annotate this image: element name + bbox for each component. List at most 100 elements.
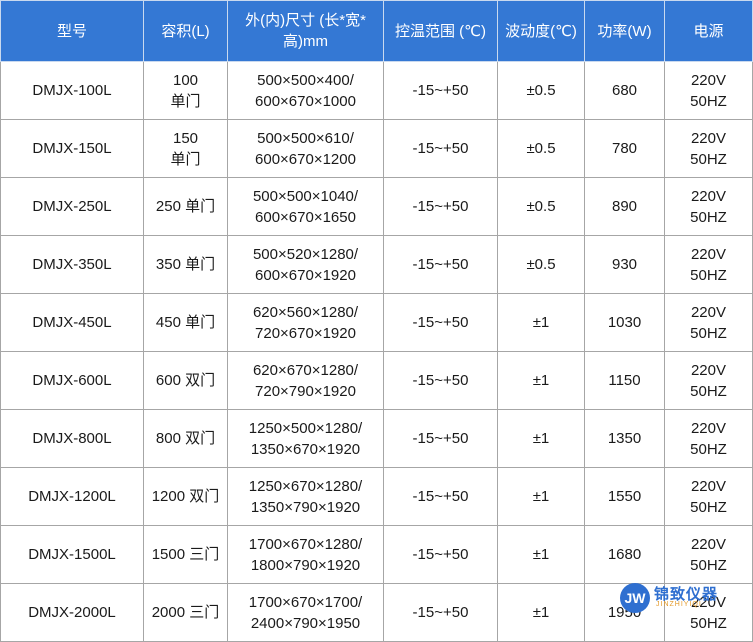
table-cell: 1200 双门 (143, 467, 228, 526)
cell-line: 1350×790×1920 (250, 498, 361, 516)
table-cell: 620×560×1280/720×670×1920 (227, 293, 384, 352)
table-cell: 1700×670×1280/1800×790×1920 (227, 525, 384, 584)
table-cell: 250 单门 (143, 177, 228, 236)
cell-line: 50HZ (690, 614, 727, 632)
table-row: DMJX-100L 100 单门 500×500×400/600×670×1000 -1… (0, 61, 753, 120)
cell-line: 50HZ (690, 150, 727, 168)
cell-line: 单门 (170, 150, 201, 168)
table-cell: DMJX-450L (0, 293, 144, 352)
cell-line: 500×500×1040/ (252, 187, 359, 205)
table-cell: 800 双门 (143, 409, 228, 468)
table-cell: 2000 三门 (143, 583, 228, 642)
cell-line: 1700×670×1700/ (248, 593, 363, 611)
table-cell: ±1 (497, 409, 585, 468)
table-cell: 450 单门 (143, 293, 228, 352)
table-cell: 600 双门 (143, 351, 228, 410)
table-cell: DMJX-250L (0, 177, 144, 236)
cell-line: 1800×790×1920 (250, 556, 361, 574)
table-row: DMJX-350L 350 单门 500×520×1280/600×670×1920… (0, 235, 753, 294)
cell-line: 600×670×1200 (255, 150, 356, 168)
watermark-pinyin: JINZHIYIQI (656, 601, 702, 608)
table-cell: ±0.5 (497, 119, 585, 178)
table-cell: DMJX-1200L (0, 467, 144, 526)
cell-line: 720×670×1920 (255, 324, 356, 342)
logo: JW (620, 583, 650, 613)
cell-line: 1250×500×1280/ (248, 419, 363, 437)
table-cell: ±0.5 (497, 177, 585, 236)
cell-line: 2000 三门 (151, 604, 220, 621)
table-cell: ±1 (497, 467, 585, 526)
table-cell: DMJX-350L (0, 235, 144, 294)
cell-line: 600×670×1650 (255, 208, 356, 226)
cell-line: 50HZ (690, 92, 727, 110)
table-cell: 1500 三门 (143, 525, 228, 584)
table-cell: 780 (584, 119, 665, 178)
table-cell: ±1 (497, 525, 585, 584)
table-cell: ±0.5 (497, 61, 585, 120)
table-cell: 500×500×400/600×670×1000 (227, 61, 384, 120)
table-cell: 220V 50HZ (664, 293, 753, 352)
table-cell: 220V 50HZ (664, 177, 753, 236)
cell-line: 50HZ (690, 498, 727, 516)
header-row: 型号 容积(L) 外(内)尺寸 (长*宽*高)mm 控温范围 (℃) 波动度(℃) 功率(… (0, 0, 753, 62)
table-cell: 500×520×1280/600×670×1920 (227, 235, 384, 294)
watermark-name: 锦致仪器 (654, 586, 719, 603)
cell-line: 50HZ (690, 208, 727, 226)
table-cell: 1680 (584, 525, 665, 584)
table-cell: 500×500×610/600×670×1200 (227, 119, 384, 178)
cell-line: 220V (690, 419, 727, 437)
watermark: JW 锦致仪器 JINZHIYIQI (620, 583, 740, 613)
cell-line: 620×560×1280/ (252, 303, 359, 321)
cell-line: 50HZ (690, 556, 727, 574)
cell-line: 500×520×1280/ (252, 245, 359, 263)
cell-line: 220V (690, 361, 727, 379)
table-cell: -15~+50 (383, 467, 498, 526)
table-cell: 220V 50HZ (664, 235, 753, 294)
cell-line: 350 单门 (155, 256, 216, 273)
table-row: DMJX-1200L 1200 双门 1250×670×1280/1350×790×… (0, 467, 753, 526)
header-cell: 外(内)尺寸 (长*宽*高)mm (227, 0, 384, 62)
table-cell: DMJX-2000L (0, 583, 144, 642)
table-cell: 220V 50HZ (664, 351, 753, 410)
cell-line: 220V (690, 71, 727, 89)
header-cell: 型号 (0, 0, 144, 62)
table-cell: 1250×670×1280/1350×790×1920 (227, 467, 384, 526)
cell-line: 150 (172, 129, 199, 147)
cell-line: 620×670×1280/ (252, 361, 359, 379)
cell-line: 100 (172, 71, 199, 89)
table-cell: 1350 (584, 409, 665, 468)
table-row: DMJX-800L 800 双门 1250×500×1280/1350×670×19… (0, 409, 753, 468)
table-row: DMJX-1500L 1500 三门 1700×670×1280/1800×790×… (0, 525, 753, 584)
table-cell: 220V 50HZ (664, 583, 753, 642)
cell-line: 1250×670×1280/ (248, 477, 363, 495)
table-cell: -15~+50 (383, 61, 498, 120)
cell-line: 450 单门 (155, 314, 216, 331)
table-cell: 1700×670×1700/2400×790×1950 (227, 583, 384, 642)
table-cell: DMJX-150L (0, 119, 144, 178)
cell-line: 50HZ (690, 382, 727, 400)
table-cell: -15~+50 (383, 583, 498, 642)
table-cell: 350 单门 (143, 235, 228, 294)
cell-line: 1500 三门 (151, 546, 220, 563)
table-cell: 930 (584, 235, 665, 294)
cell-line: 220V (690, 129, 727, 147)
table-cell: 1030 (584, 293, 665, 352)
cell-line: 50HZ (690, 440, 727, 458)
table-cell: DMJX-800L (0, 409, 144, 468)
cell-line: 50HZ (690, 324, 727, 342)
table-cell: DMJX-1500L (0, 525, 144, 584)
table-cell: DMJX-600L (0, 351, 144, 410)
cell-line: 1200 双门 (151, 488, 220, 505)
header-cell: 电源 (664, 0, 753, 62)
cell-line: 220V (690, 245, 727, 263)
table-row: DMJX-450L 450 单门 620×560×1280/720×670×1920… (0, 293, 753, 352)
table-cell: -15~+50 (383, 235, 498, 294)
cell-line: 1700×670×1280/ (248, 535, 363, 553)
table-cell: ±0.5 (497, 235, 585, 294)
cell-line: 250 单门 (155, 198, 216, 215)
cell-line: 50HZ (690, 266, 727, 284)
table-cell: -15~+50 (383, 525, 498, 584)
table-cell: 680 (584, 61, 665, 120)
table-row: DMJX-2000L 2000 三门 1700×670×1700/2400×790×… (0, 583, 753, 642)
